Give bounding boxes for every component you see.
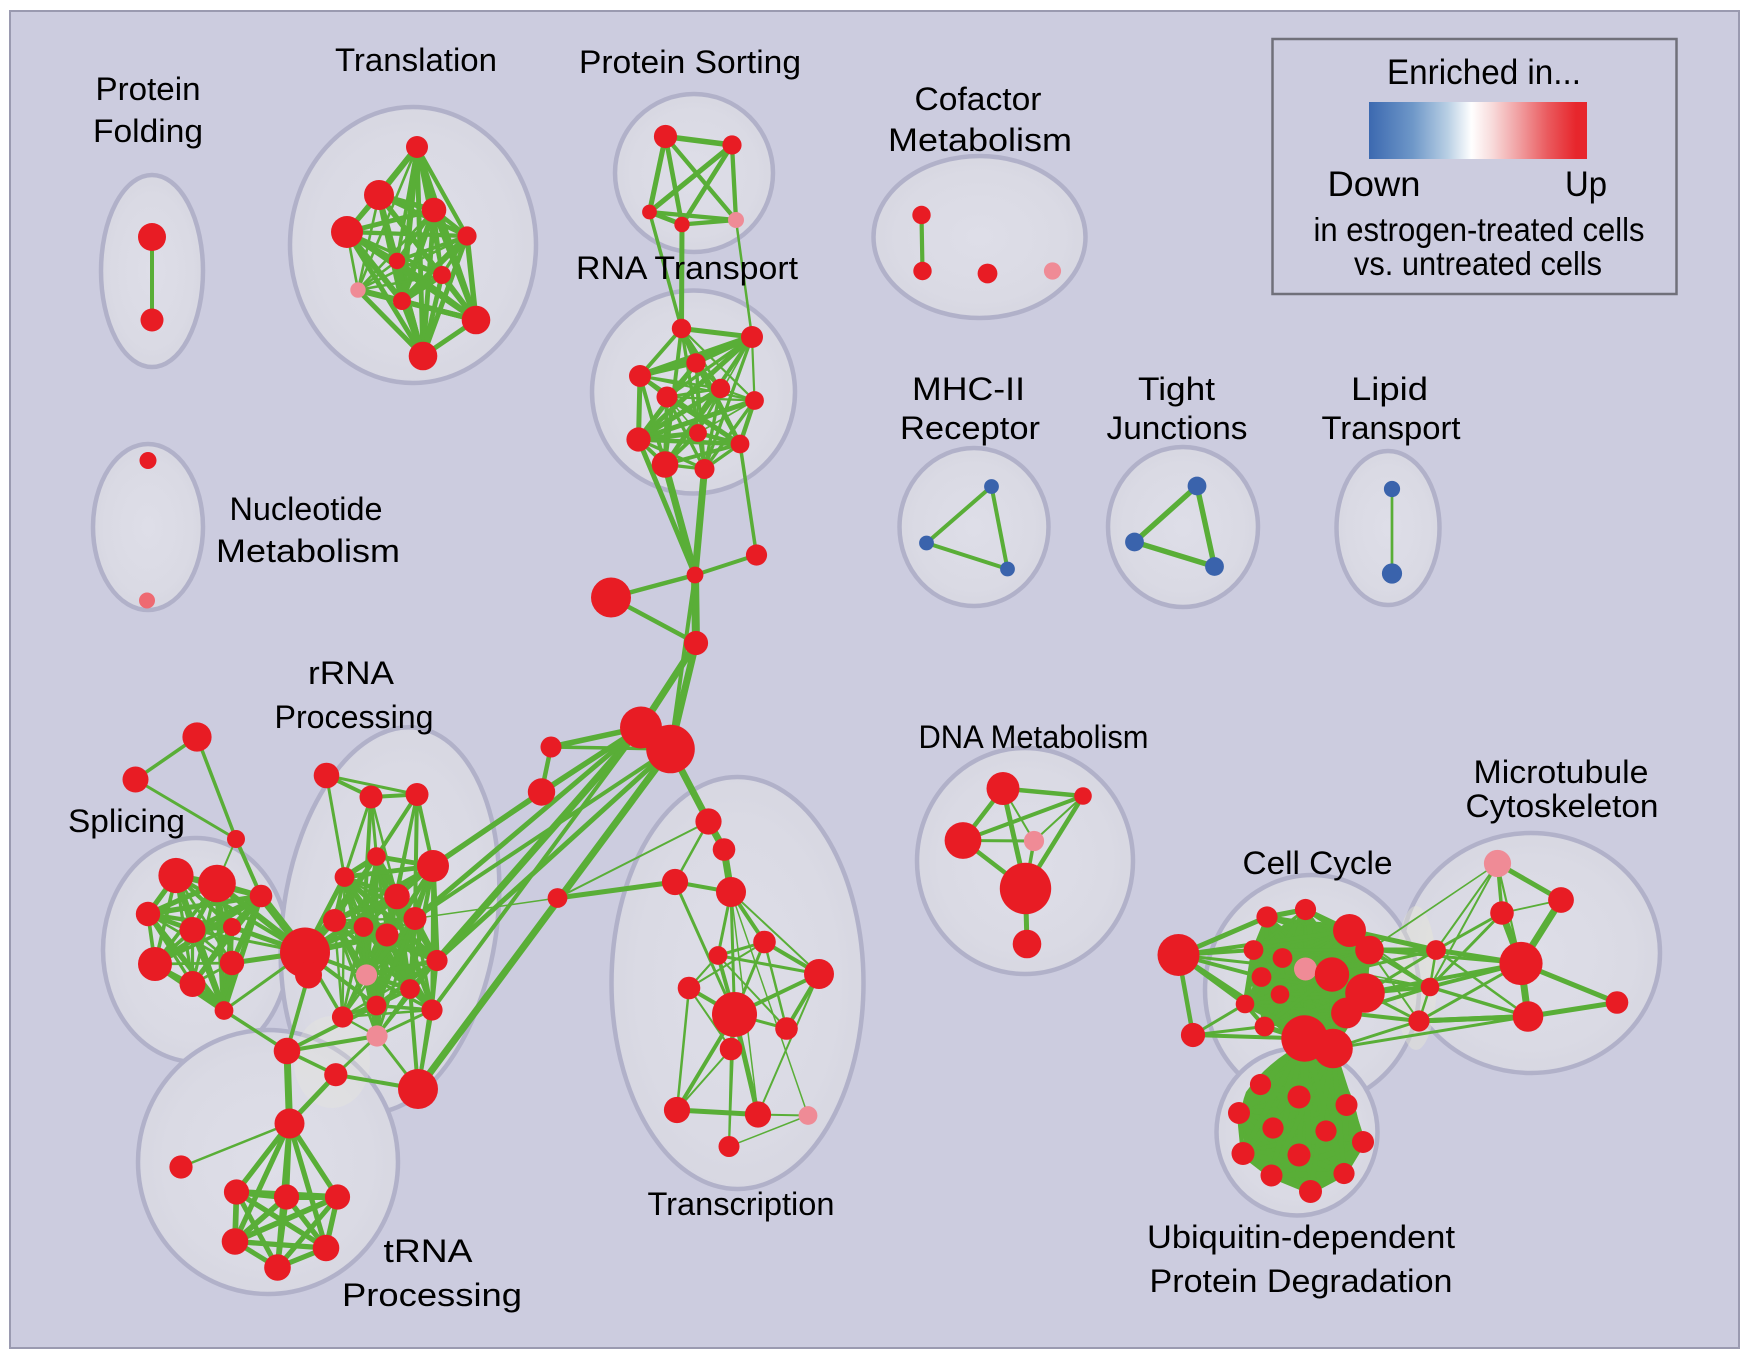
svg-text:Cell Cycle: Cell Cycle [1243,845,1393,881]
svg-text:Up: Up [1565,165,1607,204]
svg-text:Metabolism: Metabolism [216,533,400,569]
svg-text:Down: Down [1328,165,1421,204]
svg-text:Protein: Protein [96,71,201,107]
svg-text:Metabolism: Metabolism [888,122,1072,158]
svg-text:Transport: Transport [1322,410,1461,446]
svg-text:Lipid: Lipid [1351,371,1428,407]
svg-text:Splicing: Splicing [68,803,185,839]
svg-text:Processing: Processing [342,1277,522,1313]
svg-text:Cytoskeleton: Cytoskeleton [1466,788,1659,824]
svg-text:Ubiquitin-dependent: Ubiquitin-dependent [1147,1219,1455,1255]
svg-text:rRNA: rRNA [308,655,395,691]
svg-text:Microtubule: Microtubule [1474,754,1649,790]
svg-text:Junctions: Junctions [1107,410,1248,446]
svg-text:DNA Metabolism: DNA Metabolism [919,719,1149,755]
svg-text:vs. untreated cells: vs. untreated cells [1354,245,1602,282]
svg-text:Transcription: Transcription [648,1186,835,1222]
svg-text:Protein Sorting: Protein Sorting [579,44,801,80]
svg-text:Translation: Translation [335,42,497,78]
svg-text:Enriched in...: Enriched in... [1387,53,1581,92]
svg-text:Protein Degradation: Protein Degradation [1150,1263,1453,1299]
svg-text:in estrogen-treated cells: in estrogen-treated cells [1314,211,1645,248]
svg-text:Processing: Processing [275,699,434,735]
svg-text:tRNA: tRNA [384,1233,474,1269]
svg-text:Folding: Folding [93,113,203,149]
svg-text:RNA Transport: RNA Transport [576,250,798,286]
svg-text:MHC-II: MHC-II [912,371,1025,407]
svg-text:Receptor: Receptor [900,410,1040,446]
svg-text:Cofactor: Cofactor [915,81,1042,117]
svg-text:Nucleotide: Nucleotide [230,491,383,527]
svg-text:Tight: Tight [1138,371,1215,407]
